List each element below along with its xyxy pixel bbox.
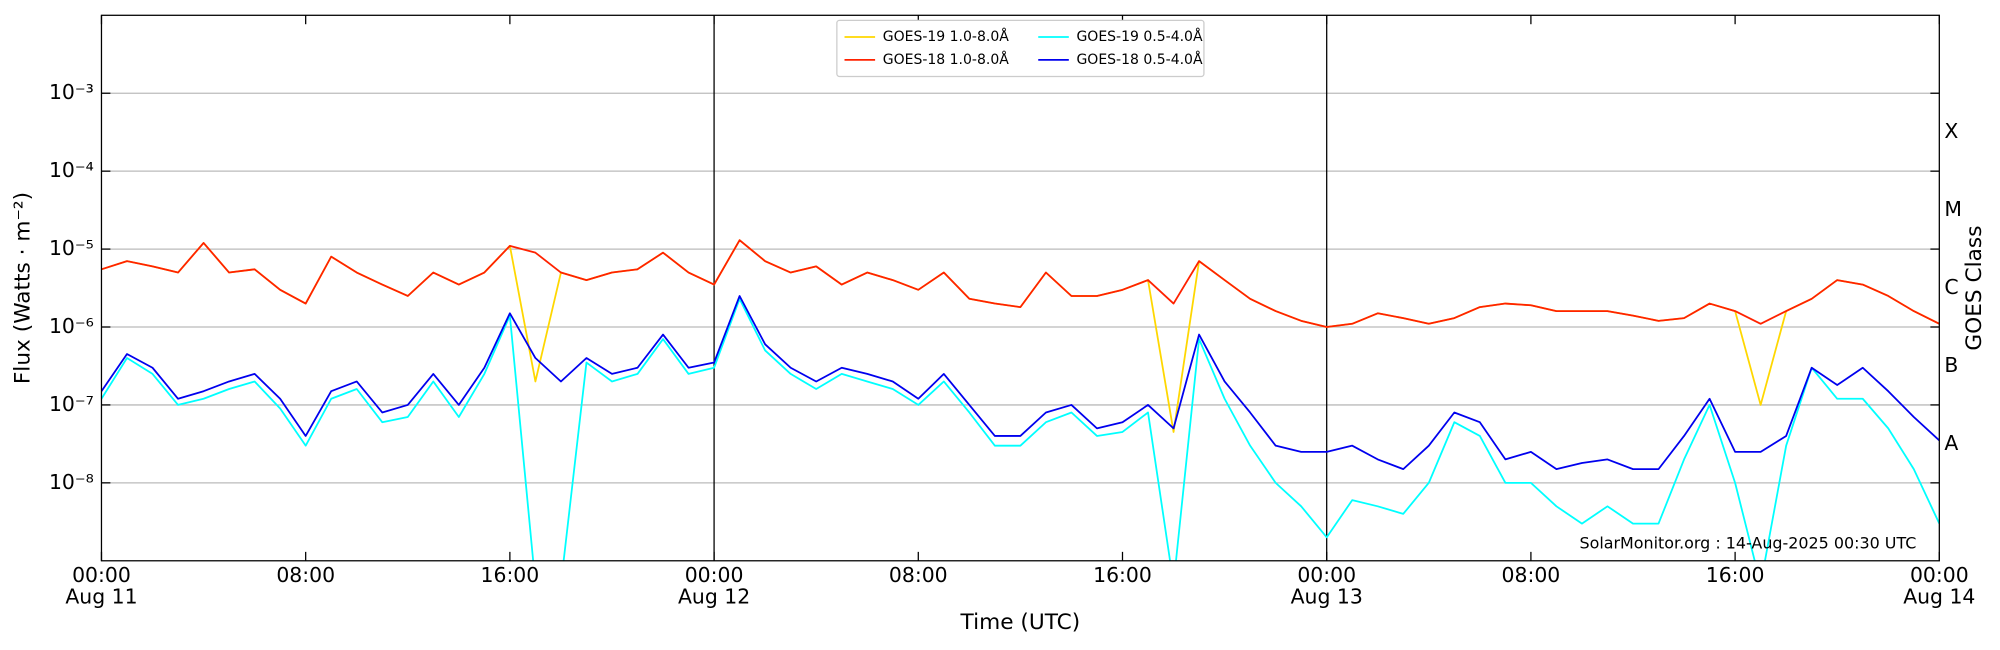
x-axis-label: Time (UTC) — [960, 610, 1081, 635]
legend-label: GOES-18 0.5-4.0Å — [1076, 51, 1202, 68]
y-tick-label: 10⁻³ — [49, 80, 94, 104]
series-line — [101, 295, 1940, 471]
ticks: 10⁻⁸ 10⁻⁷ 10⁻⁶ 10⁻⁵ 10⁻⁴ 10⁻³ A B C M X 00:00 08:00 1… — [49, 15, 1975, 609]
x-tick-label: 00:00 — [1910, 563, 1969, 587]
legend-label: GOES-19 1.0-8.0Å — [883, 28, 1009, 45]
y-tick-label: 10⁻⁸ — [49, 470, 94, 494]
x-tick-label: 00:00 — [1297, 563, 1356, 587]
x-tick-label: 08:00 — [1502, 563, 1561, 587]
y2-axis-label: GOES Class — [1962, 225, 1987, 350]
plot-lines — [101, 239, 1940, 561]
y2-tick-label: M — [1944, 197, 1962, 221]
x-tick-label: 16:00 — [1093, 563, 1152, 587]
x-date-label: Aug 13 — [1291, 585, 1363, 609]
series-line — [101, 239, 1940, 328]
legend-label: GOES-19 0.5-4.0Å — [1076, 28, 1202, 45]
x-date-label: Aug 11 — [65, 585, 137, 609]
plot-frame — [100, 14, 1940, 562]
y2-tick-label: X — [1944, 119, 1958, 143]
x-date-label: Aug 14 — [1903, 585, 1975, 609]
x-tick-label: 16:00 — [1706, 563, 1765, 587]
y-axis-label: Flux (Watts · m⁻²) — [11, 192, 36, 384]
x-tick-label: 08:00 — [889, 563, 948, 587]
y2-tick-label: A — [1944, 431, 1958, 455]
x-tick-label: 16:00 — [481, 563, 540, 587]
legend: GOES-19 1.0-8.0Å GOES-18 1.0-8.0Å GOES-19 … — [836, 19, 1205, 78]
y-tick-label: 10⁻⁷ — [49, 392, 94, 416]
x-tick-label: 00:00 — [685, 563, 744, 587]
legend-box — [836, 19, 1205, 78]
y-tick-label: 10⁻⁵ — [49, 236, 94, 260]
x-tick-label: 08:00 — [276, 563, 335, 587]
y-tick-label: 10⁻⁶ — [49, 314, 94, 338]
x-date-label: Aug 12 — [678, 585, 750, 609]
annotation: SolarMonitor.org : 14-Aug-2025 00:30 UTC — [1579, 534, 1916, 553]
y2-tick-label: C — [1944, 275, 1958, 299]
y2-tick-label: B — [1944, 353, 1958, 377]
series-line — [101, 297, 1940, 561]
legend-label: GOES-18 1.0-8.0Å — [883, 51, 1009, 68]
y-tick-label: 10⁻⁴ — [49, 158, 94, 182]
x-tick-label: 00:00 — [72, 563, 131, 587]
